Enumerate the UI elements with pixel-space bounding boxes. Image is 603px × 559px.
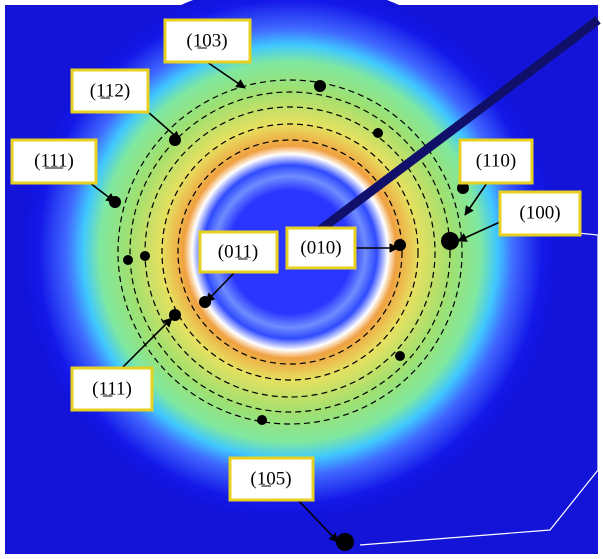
- label: (100): [519, 202, 560, 223]
- label-box: [70, 68, 150, 114]
- label-box: [228, 456, 315, 502]
- ring-arcs: [117, 79, 463, 425]
- label: (1̲05): [250, 468, 291, 489]
- label-box: [285, 226, 357, 270]
- labels: (1̲03) (1̲12) (1̲1̲1) (110) (100) (01̲1)…: [10, 18, 582, 502]
- label: (01̲1): [218, 241, 258, 262]
- label: (1̲12): [90, 80, 130, 101]
- label-box: [163, 18, 252, 64]
- reflection-spots: [109, 80, 469, 551]
- label: (010): [300, 237, 341, 258]
- label: (1̲03): [186, 30, 227, 51]
- label: (110): [476, 150, 516, 171]
- arrows: [89, 61, 501, 543]
- label: (1̲11): [92, 378, 132, 399]
- label-box: [458, 138, 534, 185]
- label-box: [70, 366, 154, 412]
- label-box: [498, 190, 582, 237]
- label-box: [198, 230, 279, 274]
- beam-stop: [317, 16, 601, 234]
- label-box: [10, 138, 98, 185]
- label: (1̲1̲1): [34, 150, 74, 171]
